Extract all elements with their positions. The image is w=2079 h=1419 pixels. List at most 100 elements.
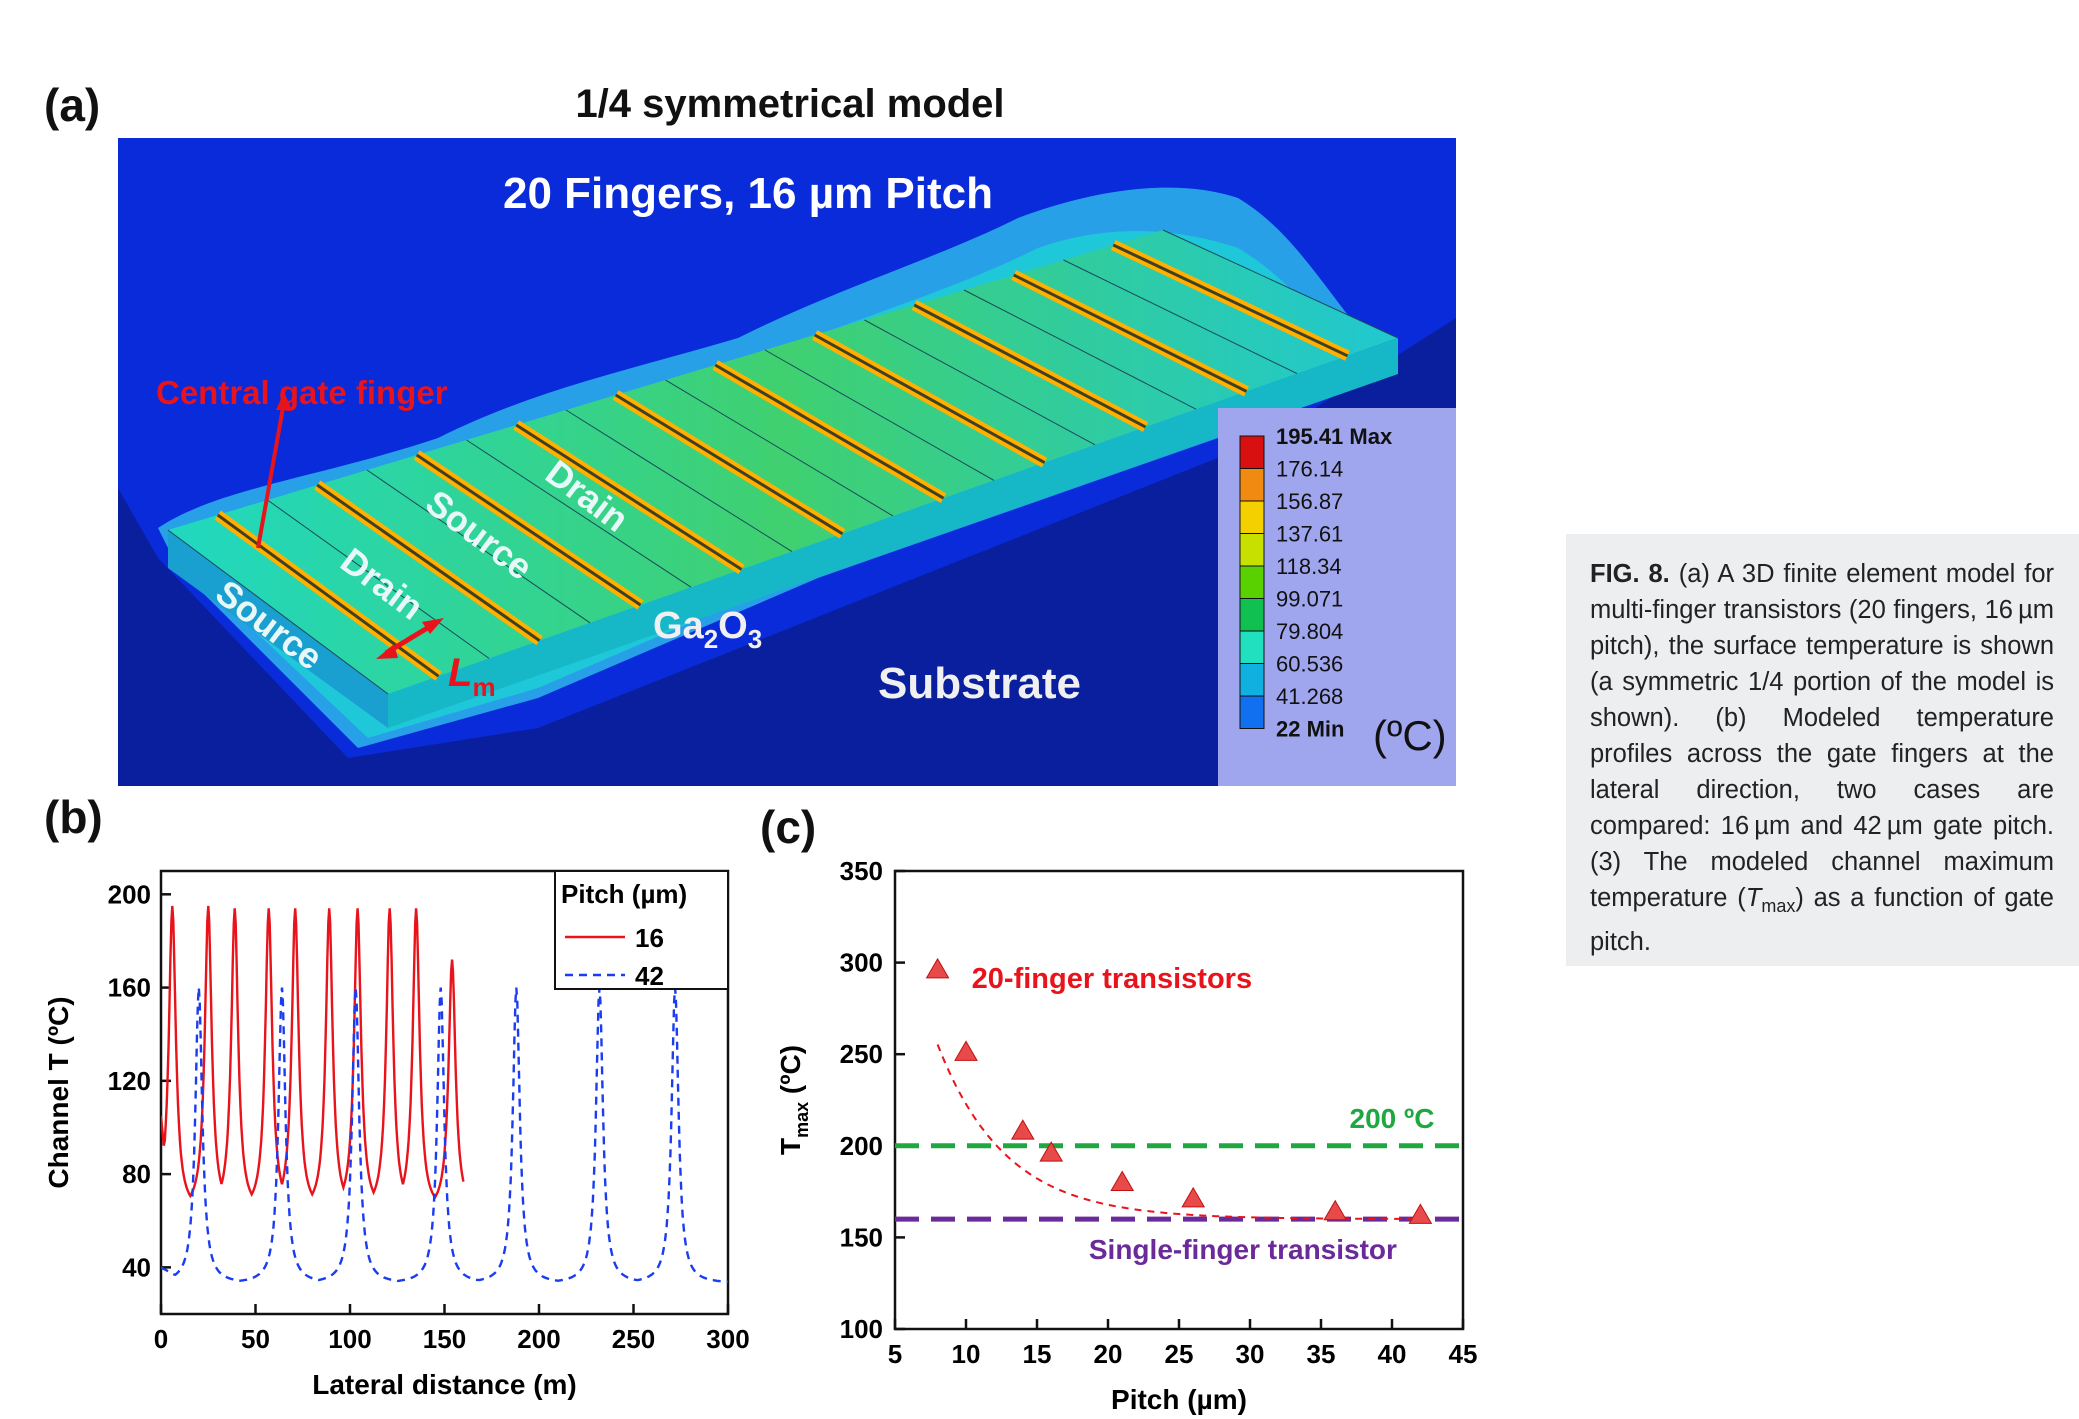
reference-line-label: Single-finger transistor — [1089, 1234, 1397, 1265]
mesh-line — [914, 304, 1146, 428]
x-axis-label: Lateral distance (m) — [312, 1369, 577, 1400]
x-tick-label: 300 — [706, 1324, 749, 1354]
legend-color-swatch — [1239, 435, 1265, 469]
panel-label-b: (b) — [44, 791, 103, 843]
x-tick-label: 200 — [517, 1324, 560, 1354]
data-point — [954, 1040, 978, 1061]
data-point — [1181, 1186, 1206, 1208]
legend-color-swatch — [1239, 468, 1265, 502]
legend-entry-label: 16 — [635, 923, 664, 953]
legend-level-label: 99.071 — [1276, 587, 1343, 612]
data-point — [925, 957, 950, 979]
lm-label: Lm — [448, 651, 496, 702]
central-gate-label: Central gate finger — [156, 374, 448, 411]
data-point — [1110, 1170, 1135, 1191]
legend-level-label: 156.87 — [1276, 489, 1343, 514]
legend-color-swatch — [1239, 598, 1265, 632]
mesh-line — [515, 424, 742, 570]
legend-unit: (ºC) — [1373, 712, 1447, 759]
x-tick-label: 15 — [1023, 1339, 1052, 1369]
mesh-line — [316, 484, 540, 642]
y-axis-label: Channel T (ºC) — [43, 996, 74, 1188]
x-tick-label: 100 — [328, 1324, 371, 1354]
legend-title: Pitch (µm) — [561, 879, 687, 909]
x-tick-label: 10 — [952, 1339, 981, 1369]
lm-arrowhead-right — [422, 618, 444, 634]
series-label: 20-finger transistors — [972, 963, 1252, 995]
data-point — [1039, 1141, 1064, 1162]
legend-level-label: 195.41 Max — [1276, 424, 1393, 449]
mesh-line — [864, 319, 1096, 446]
mesh-line — [416, 454, 641, 606]
legend-level-label: 118.34 — [1276, 554, 1342, 579]
mesh-line — [615, 394, 843, 535]
legend-color-swatch — [1239, 630, 1265, 664]
y-axis-label: Tmax (ºC) — [775, 1045, 812, 1155]
central-gate-arrowhead — [276, 392, 292, 410]
y-tick-label: 300 — [840, 948, 883, 978]
legend-color-swatch — [1239, 565, 1265, 599]
series-line-16 — [161, 905, 465, 1200]
caption-tmax-sub: max — [1761, 896, 1796, 917]
chart-c: 5 10 15 20 25 30 35 40 45 100 150 200 250 300 350 Pitch… — [775, 856, 1478, 1415]
legend-level-label: 22 Min — [1276, 717, 1344, 742]
mesh-line — [764, 349, 995, 481]
device-front-face — [388, 338, 1398, 728]
y-tick-label: 100 — [840, 1314, 883, 1344]
mesh-line — [1013, 274, 1247, 392]
y-tick-label: 200 — [108, 879, 151, 909]
y-tick-label: 120 — [108, 1066, 151, 1096]
x-tick-label: 35 — [1307, 1339, 1336, 1369]
legend-color-swatch — [1239, 533, 1265, 567]
caption-tmax: T — [1745, 884, 1762, 912]
x-tick-label: 25 — [1165, 1339, 1194, 1369]
mesh-line — [217, 514, 439, 677]
mesh-line — [267, 499, 490, 659]
legend-color-swatch — [1239, 500, 1265, 534]
y-tick-label: 40 — [122, 1252, 151, 1282]
chart-b: 0 50 100 150 200 250 300 40 80 120 160 200 Lateral d… — [43, 869, 750, 1400]
y-tick-label: 160 — [108, 973, 151, 1003]
mesh-line — [665, 379, 894, 517]
legend-level-label: 60.536 — [1276, 652, 1343, 677]
legend-color-swatch — [1239, 695, 1265, 729]
fem-model-figure: 20 Fingers, 16 µm Pitch Central gate fin… — [118, 138, 1456, 786]
mesh-line — [814, 334, 1045, 464]
device-top-surface — [168, 230, 1398, 694]
x-tick-label: 250 — [612, 1324, 655, 1354]
central-gate-arrow — [256, 401, 286, 549]
x-tick-label: 30 — [1236, 1339, 1265, 1369]
panel-label-c: (c) — [760, 801, 817, 853]
legend-level-label: 79.804 — [1276, 619, 1343, 644]
mesh-line — [366, 469, 591, 624]
gate-fingers — [167, 229, 1399, 695]
mesh-line — [963, 289, 1197, 410]
x-tick-label: 5 — [888, 1339, 902, 1369]
y-tick-label: 200 — [840, 1131, 883, 1161]
caption-fig-number: FIG. 8. — [1590, 560, 1670, 588]
panel-label-a: (a) — [44, 79, 101, 131]
panel-a-title: 1/4 symmetrical model — [575, 82, 1005, 126]
reference-line-label: 200 ºC — [1350, 1103, 1435, 1134]
legend-box — [554, 870, 729, 990]
mesh-line — [1113, 244, 1348, 357]
data-point — [1408, 1203, 1433, 1224]
mesh-line — [167, 529, 389, 695]
fit-curve — [936, 1044, 1421, 1220]
legend-level-label: 41.268 — [1276, 684, 1343, 709]
mesh-line — [565, 409, 793, 553]
legend-level-label: 137.61 — [1276, 522, 1343, 547]
x-tick-label: 150 — [423, 1324, 466, 1354]
y-tick-label: 250 — [840, 1039, 883, 1069]
legend-level-label: 176.14 — [1276, 457, 1343, 482]
y-tick-label: 80 — [122, 1159, 151, 1189]
series-line-42 — [161, 987, 728, 1284]
ga2o3-label: Ga2O3 — [653, 605, 762, 654]
x-tick-label: 20 — [1094, 1339, 1123, 1369]
data-point — [1323, 1199, 1348, 1221]
x-axis-label: Pitch (µm) — [1111, 1384, 1247, 1415]
mesh-line — [714, 364, 944, 499]
device-side-face — [168, 530, 388, 728]
x-tick-label: 45 — [1449, 1339, 1478, 1369]
x-tick-label: 50 — [241, 1324, 270, 1354]
